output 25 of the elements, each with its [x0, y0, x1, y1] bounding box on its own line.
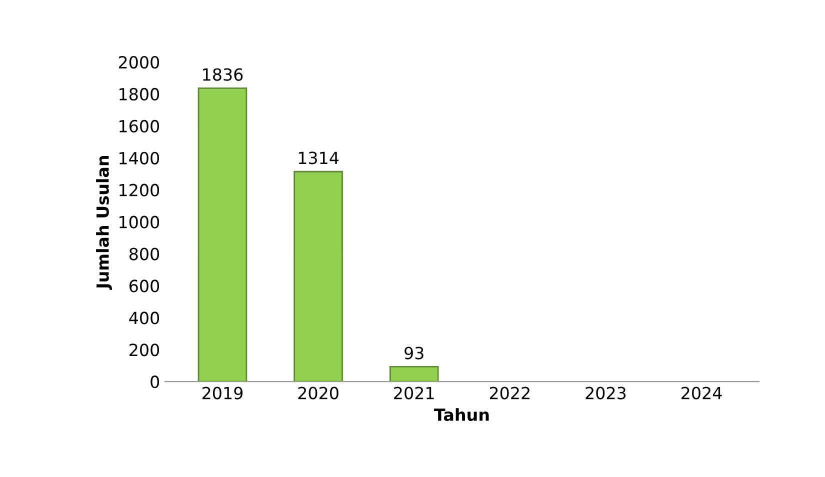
y-axis-title: Jumlah Usulan — [96, 156, 112, 290]
data-label: 93 — [404, 346, 424, 360]
x-tick-label: 2019 — [202, 386, 243, 400]
bar — [389, 366, 439, 382]
y-tick-label: 600 — [129, 280, 160, 292]
bar — [294, 170, 343, 382]
bar — [198, 88, 248, 382]
x-tick-label: 2024 — [682, 386, 722, 400]
data-label: 1836 — [203, 68, 243, 81]
y-tick-label: 800 — [129, 248, 160, 260]
y-tick-label: 2000 — [118, 56, 160, 69]
y-tick-label: 200 — [130, 344, 160, 356]
x-tick-label: 2021 — [394, 386, 434, 400]
x-tick-label: 2020 — [298, 386, 338, 400]
y-tick-label: 1200 — [120, 184, 160, 196]
x-axis-title: Tahun — [434, 408, 489, 422]
y-tick-label: 1400 — [120, 152, 160, 164]
y-tick-label: 0 — [150, 376, 160, 388]
x-tick-label: 2022 — [490, 386, 530, 400]
y-tick-label: 400 — [129, 312, 160, 324]
x-tick-label: 2023 — [586, 386, 626, 400]
data-label: 1314 — [298, 152, 339, 164]
y-tick-label: 1600 — [120, 120, 160, 132]
y-tick-label: 1800 — [120, 88, 160, 101]
y-tick-label: 1000 — [120, 216, 160, 228]
